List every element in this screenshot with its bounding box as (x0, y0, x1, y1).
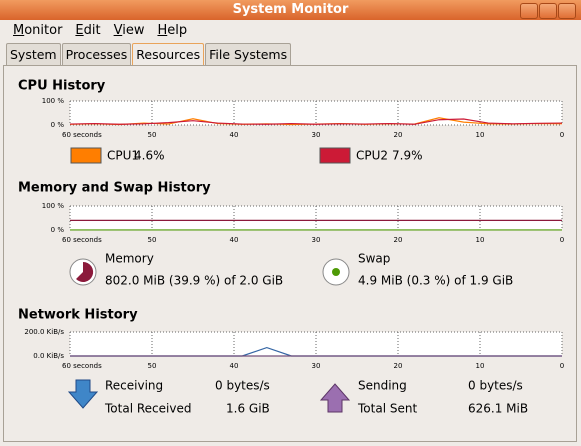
tab-bar: System Processes Resources File Systems (6, 43, 292, 65)
section-title: Memory and Swap History (18, 181, 211, 196)
section-title: Network History (18, 308, 138, 323)
section-title: CPU History (18, 79, 106, 94)
tab[interactable]: System (6, 43, 61, 65)
info-label: Total Received (104, 402, 191, 416)
window-title: System Monitor (232, 2, 349, 17)
x-tick-label: 30 (312, 362, 321, 370)
info-label: Receiving (105, 379, 163, 393)
x-tick-label: 0 (560, 236, 564, 244)
x-tick-label: 20 (394, 236, 403, 244)
menu-item[interactable]: Help (157, 23, 188, 38)
x-tick-label: 30 (312, 131, 321, 139)
info-value: 1.6 GiB (226, 402, 270, 416)
series-line (69, 118, 563, 125)
x-tick-label: 60 seconds (62, 362, 102, 370)
menu-item[interactable]: Monitor (13, 23, 63, 38)
x-tick-label: 10 (476, 236, 485, 244)
title-bar: System Monitor (0, 0, 581, 20)
y-tick-label: 0.0 KiB/s (33, 352, 64, 360)
x-tick-label: 10 (476, 362, 485, 370)
x-tick-label: 20 (394, 362, 403, 370)
x-tick-label: 60 seconds (62, 236, 102, 244)
legend-name: CPU2 (356, 149, 388, 163)
legend-value: 7.9% (392, 149, 423, 163)
x-tick-label: 60 seconds (62, 131, 102, 139)
info-value: 0 bytes/s (468, 379, 523, 393)
info-value: 4.9 MiB (0.3 %) of 1.9 GiB (358, 274, 513, 288)
swap-icon[interactable] (322, 258, 350, 286)
info-label: Swap (358, 252, 390, 266)
color-swatch[interactable] (70, 147, 102, 164)
tab-panel (3, 65, 577, 442)
info-value: 626.1 MiB (468, 402, 528, 416)
y-tick-label: 100 % (42, 202, 65, 210)
y-tick-label: 0 % (51, 226, 65, 234)
menu-bar: Monitor Edit View Help (0, 20, 581, 42)
x-tick-label: 30 (312, 236, 321, 244)
tab[interactable]: Resources (132, 43, 205, 65)
minimize-button[interactable] (520, 3, 538, 19)
menu-item[interactable]: View (113, 23, 145, 38)
info-value: 0 bytes/s (215, 379, 270, 393)
x-tick-label: 50 (148, 236, 157, 244)
close-button[interactable] (558, 3, 576, 19)
tab[interactable]: File Systems (205, 43, 292, 65)
x-tick-label: 40 (230, 236, 239, 244)
info-label: Sending (358, 379, 407, 393)
y-tick-label: 200.0 KiB/s (24, 328, 64, 336)
memory-icon[interactable] (69, 258, 97, 286)
x-tick-label: 10 (476, 131, 485, 139)
x-tick-label: 40 (230, 362, 239, 370)
x-tick-label: 50 (148, 131, 157, 139)
x-tick-label: 20 (394, 131, 403, 139)
color-swatch[interactable] (319, 147, 351, 164)
legend-name: CPU1 (107, 149, 139, 163)
x-tick-label: 50 (148, 362, 157, 370)
y-tick-label: 100 % (42, 97, 65, 105)
x-tick-label: 0 (560, 131, 564, 139)
y-tick-label: 0 % (51, 121, 65, 129)
tab[interactable]: Processes (61, 43, 132, 65)
x-tick-label: 0 (560, 362, 564, 370)
maximize-button[interactable] (539, 3, 557, 19)
menu-item[interactable]: Edit (75, 23, 101, 38)
receive-icon[interactable] (67, 379, 99, 409)
info-label: Total Sent (357, 402, 417, 416)
x-tick-label: 40 (230, 131, 239, 139)
legend-value: 4.6% (134, 149, 165, 163)
info-label: Memory (105, 252, 154, 266)
send-icon[interactable] (319, 383, 351, 413)
info-value: 802.0 MiB (39.9 %) of 2.0 GiB (105, 274, 283, 288)
